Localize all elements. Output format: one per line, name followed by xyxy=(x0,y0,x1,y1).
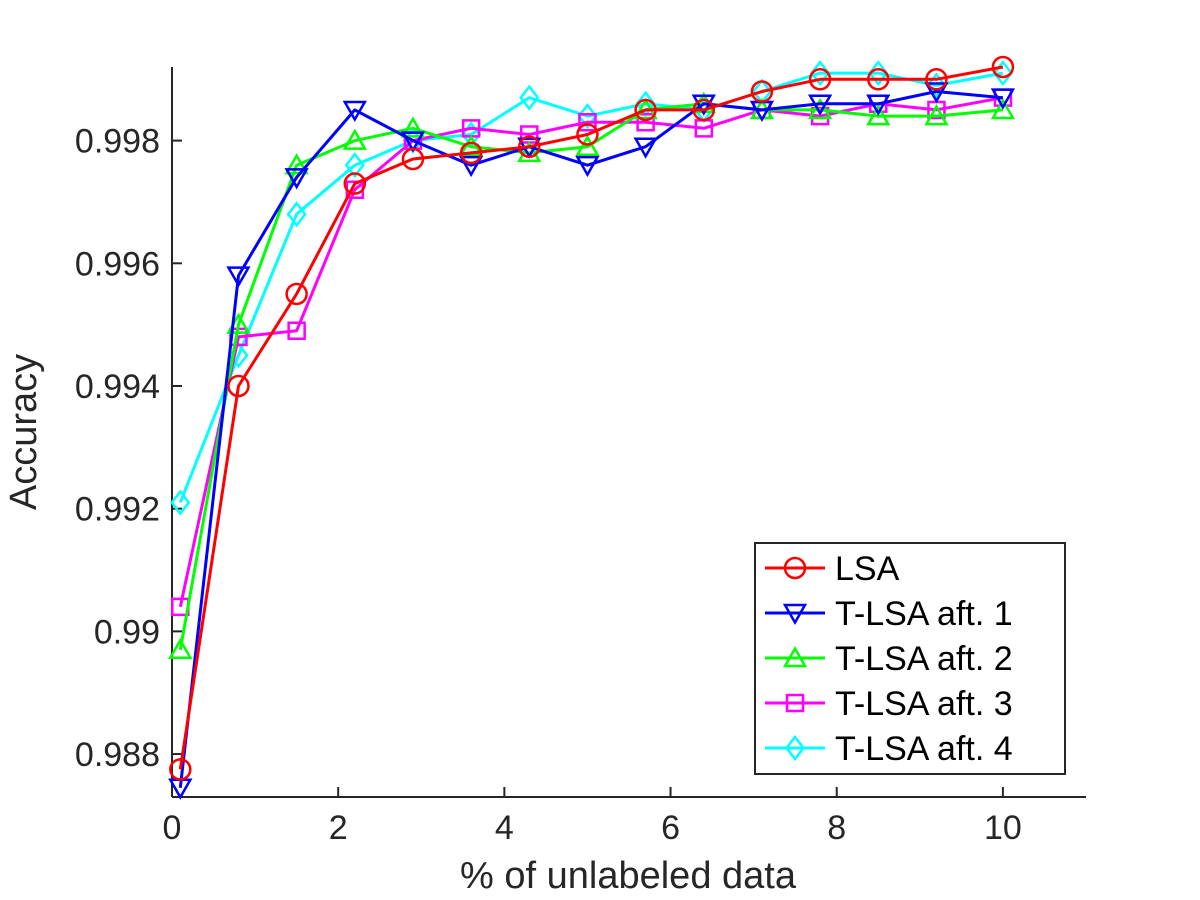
data-point xyxy=(401,147,425,171)
data-point xyxy=(286,201,307,228)
data-point xyxy=(990,88,1016,110)
series-lsa xyxy=(169,55,1015,781)
legend-label: T-LSA aft. 2 xyxy=(835,640,1013,678)
x-tick-label: 2 xyxy=(329,809,348,847)
legend-entry: T-LSA aft. 3 xyxy=(765,685,1013,723)
x-tick-label: 0 xyxy=(163,809,182,847)
y-tick-label: 0.992 xyxy=(75,491,160,529)
y-tick-label: 0.996 xyxy=(75,245,160,283)
data-point xyxy=(170,489,191,516)
series-line xyxy=(178,96,1004,608)
data-point xyxy=(867,68,890,91)
data-point xyxy=(227,374,250,398)
data-point xyxy=(808,68,832,91)
data-point xyxy=(344,152,365,179)
data-point xyxy=(343,172,367,195)
series-layer xyxy=(168,55,1016,800)
data-point xyxy=(636,112,655,132)
data-point xyxy=(927,100,946,120)
y-tick-label: 0.99 xyxy=(94,613,160,651)
legend-label: T-LSA aft. 4 xyxy=(835,730,1013,768)
x-axis-label: % of unlabeled data xyxy=(460,855,797,897)
data-point xyxy=(226,266,251,288)
legend-entry: T-LSA aft. 1 xyxy=(765,595,1013,633)
series-line xyxy=(178,65,1004,770)
data-point xyxy=(866,104,891,126)
data-point xyxy=(990,97,1016,120)
data-point xyxy=(285,282,308,306)
data-point xyxy=(750,80,774,103)
data-point xyxy=(991,55,1015,79)
data-point xyxy=(461,119,481,138)
legend-marker xyxy=(782,645,808,668)
data-point xyxy=(458,155,484,178)
axes: 0 2 4 6 8 10 0.988 0.99 0.992 0.994 0.996 0.998 xyxy=(75,67,1086,847)
data-point xyxy=(458,134,484,156)
series-line xyxy=(178,71,1004,504)
legend-marker xyxy=(784,734,806,762)
y-tick-label: 0.994 xyxy=(75,368,160,406)
series-t-lsa-aft-1 xyxy=(168,82,1016,800)
data-point xyxy=(926,72,947,99)
x-tick-label: 6 xyxy=(661,809,680,847)
legend-marker xyxy=(783,556,807,580)
data-point xyxy=(576,123,599,146)
legend-label: T-LSA aft. 1 xyxy=(835,595,1013,633)
legend-entry: LSA xyxy=(765,550,900,588)
data-point xyxy=(633,137,658,159)
legend-entry: T-LSA aft. 2 xyxy=(765,640,1013,678)
data-point xyxy=(866,94,891,116)
data-point xyxy=(575,155,600,178)
legend: LSA T-LSA aft. 1 T-LSA aft. 2 T-LSA aft. 3 T… xyxy=(754,542,1066,775)
data-point xyxy=(868,60,889,87)
y-tick-label: 0.998 xyxy=(75,123,160,161)
data-point xyxy=(284,168,309,190)
legend-label: LSA xyxy=(835,550,900,588)
x-tick-label: 4 xyxy=(495,809,514,847)
data-point xyxy=(807,97,833,120)
data-point xyxy=(691,94,716,116)
data-point xyxy=(517,140,542,163)
x-tick-label: 10 xyxy=(984,809,1022,847)
data-point xyxy=(171,597,190,617)
y-tick-label: 0.988 xyxy=(75,736,160,774)
data-point xyxy=(169,758,192,781)
legend-marker xyxy=(782,603,808,626)
data-point xyxy=(342,128,367,150)
data-point xyxy=(634,98,657,122)
data-point xyxy=(925,68,948,91)
data-point xyxy=(168,637,193,660)
data-point xyxy=(287,321,306,341)
data-point xyxy=(518,135,541,158)
data-point xyxy=(400,116,426,138)
legend-label: T-LSA aft. 3 xyxy=(835,685,1013,723)
data-point xyxy=(575,134,600,156)
series-t-lsa-aft-4 xyxy=(170,60,1013,516)
y-axis-label: Accuracy xyxy=(3,354,45,510)
legend-entry: T-LSA aft. 4 xyxy=(765,730,1013,768)
series-line xyxy=(178,90,1004,788)
data-point xyxy=(284,153,309,175)
data-point xyxy=(342,100,367,122)
data-point xyxy=(810,60,831,87)
data-point xyxy=(577,103,598,130)
x-tick-label: 8 xyxy=(827,809,846,847)
data-point xyxy=(924,82,949,104)
data-point xyxy=(807,94,833,116)
data-point xyxy=(692,98,716,122)
data-point xyxy=(459,141,483,165)
data-point xyxy=(519,84,540,111)
data-point xyxy=(400,131,426,153)
data-point xyxy=(924,104,949,126)
legend-marker xyxy=(785,693,805,713)
